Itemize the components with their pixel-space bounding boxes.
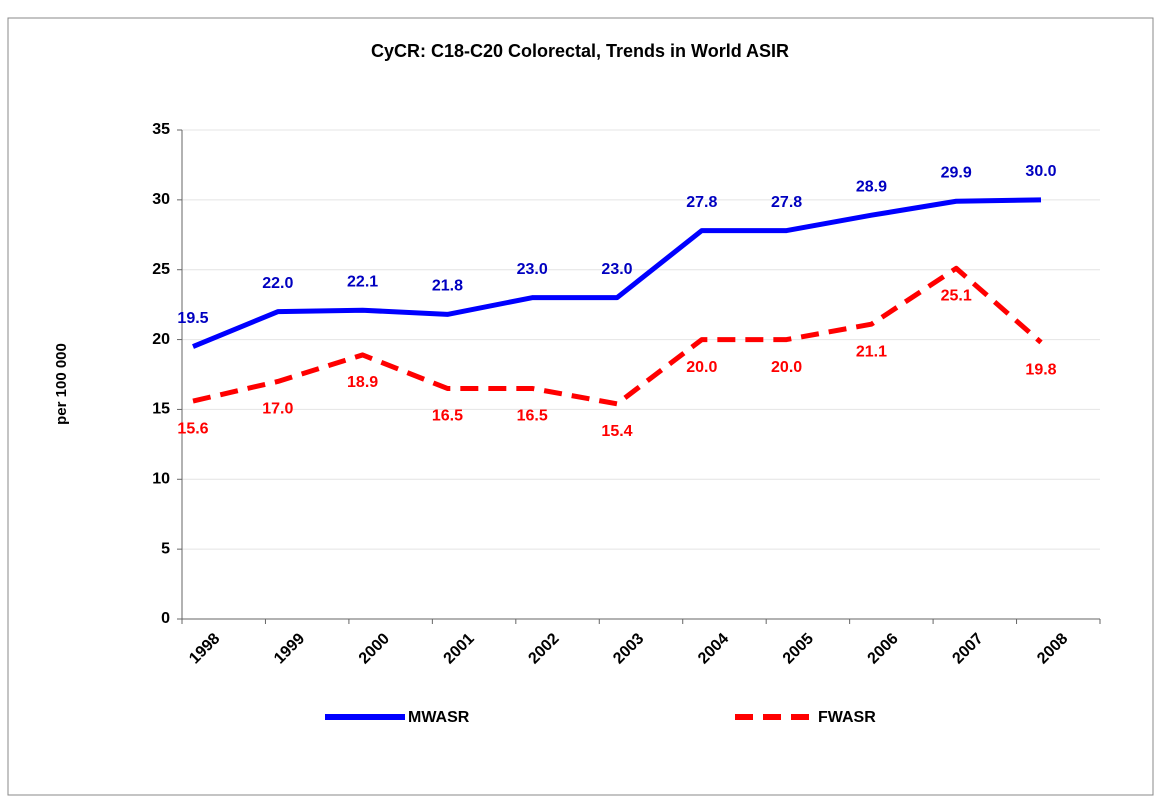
line-series: [192, 265, 1043, 407]
legend-label: FWASR: [818, 709, 876, 726]
data-label: 15.4: [601, 423, 632, 440]
data-label: 19.8: [1025, 362, 1056, 379]
data-label: 20.0: [686, 359, 717, 376]
y-tick-label: 20: [152, 331, 170, 348]
y-axis-label: per 100 000: [53, 343, 70, 425]
y-tick-label: 0: [161, 610, 170, 627]
data-label: 23.0: [601, 261, 632, 278]
data-label: 20.0: [771, 359, 802, 376]
data-label: 21.8: [432, 278, 463, 295]
y-tick-label: 5: [161, 540, 170, 557]
y-tick-label: 10: [152, 471, 170, 488]
data-label: 16.5: [517, 408, 548, 425]
y-tick-label: 30: [152, 191, 170, 208]
data-label: 25.1: [941, 288, 972, 305]
data-label: 19.5: [177, 310, 208, 327]
legend-label: MWASR: [408, 709, 470, 726]
data-label: 30.0: [1025, 163, 1056, 180]
y-tick-label: 35: [152, 121, 170, 138]
data-label: 18.9: [347, 374, 378, 391]
chart-title: CyCR: C18-C20 Colorectal, Trends in Worl…: [371, 41, 789, 61]
data-label: 21.1: [856, 343, 887, 360]
data-label: 17.0: [262, 401, 293, 418]
data-label: 16.5: [432, 408, 463, 425]
data-label: 29.9: [941, 164, 972, 181]
chart-frame: [7, 17, 1154, 796]
line-series: [192, 197, 1042, 349]
data-label: 22.1: [347, 273, 378, 290]
data-label: 22.0: [262, 275, 293, 292]
y-tick-label: 25: [152, 261, 170, 278]
data-label: 23.0: [517, 261, 548, 278]
data-label: 27.8: [686, 194, 717, 211]
y-tick-label: 15: [152, 401, 170, 418]
data-label: 15.6: [177, 420, 208, 437]
data-label: 27.8: [771, 194, 802, 211]
data-label: 28.9: [856, 178, 887, 195]
